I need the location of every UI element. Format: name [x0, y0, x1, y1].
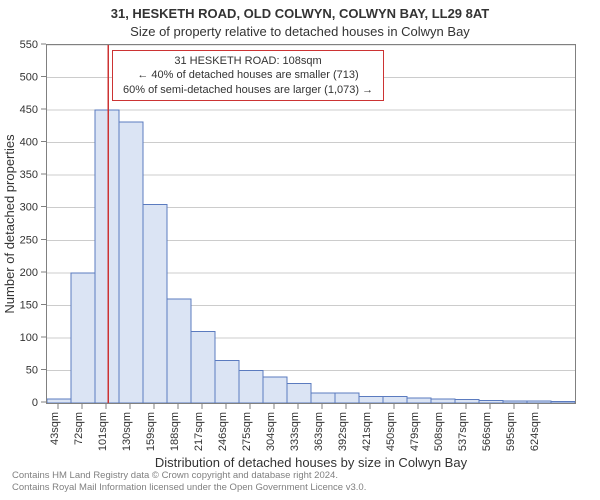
histogram-bar: [431, 399, 455, 403]
footer-line2: Contains Royal Mail Information licensed…: [12, 482, 366, 494]
x-tick-label: 188sqm: [169, 412, 181, 451]
y-tick-label: 250: [20, 234, 38, 246]
x-tick-label: 130sqm: [121, 412, 133, 451]
y-ticks: 050100150200250300350400450500550: [0, 34, 46, 414]
histogram-bar: [287, 383, 311, 403]
x-tick-label: 421sqm: [361, 412, 373, 451]
histogram-bar: [311, 393, 335, 403]
x-tick-label: 624sqm: [529, 412, 541, 451]
histogram-bar: [95, 110, 119, 403]
x-tick-label: 479sqm: [409, 412, 421, 451]
histogram-bar: [215, 361, 239, 403]
histogram-bar: [167, 299, 191, 403]
footer-line1: Contains HM Land Registry data © Crown c…: [12, 470, 366, 482]
x-tick-label: 392sqm: [337, 412, 349, 451]
x-tick-label: 450sqm: [385, 412, 397, 451]
annotation-box: 31 HESKETH ROAD: 108sqm ← 40% of detache…: [112, 50, 384, 101]
y-tick-label: 300: [20, 202, 38, 214]
histogram-bar: [191, 331, 215, 403]
histogram-bar: [47, 399, 71, 403]
x-tick-label: 275sqm: [241, 412, 253, 451]
histogram-bar: [503, 401, 527, 403]
annotation-line3: 60% of semi-detached houses are larger (…: [123, 83, 373, 97]
histogram-bar: [551, 402, 575, 403]
x-tick-label: 304sqm: [265, 412, 277, 451]
x-tick-label: 363sqm: [313, 412, 325, 451]
x-tick-label: 159sqm: [145, 412, 157, 451]
histogram-bar: [71, 273, 95, 403]
histogram-bar: [239, 370, 263, 403]
histogram-bar: [359, 396, 383, 403]
x-tick-label: 72sqm: [73, 412, 85, 445]
histogram-bar: [143, 204, 167, 403]
histogram-bar: [527, 401, 551, 403]
y-tick-label: 200: [20, 267, 38, 279]
histogram-bars: [47, 110, 575, 403]
annotation-line1: 31 HESKETH ROAD: 108sqm: [123, 54, 373, 68]
x-tick-label: 246sqm: [217, 412, 229, 451]
footer: Contains HM Land Registry data © Crown c…: [12, 470, 366, 494]
y-tick-label: 150: [20, 299, 38, 311]
y-tick-label: 50: [26, 364, 38, 376]
x-tick-label: 333sqm: [289, 412, 301, 451]
x-tick-label: 43sqm: [49, 412, 61, 445]
y-tick-label: 500: [20, 72, 38, 84]
y-tick-label: 400: [20, 137, 38, 149]
histogram-bar: [455, 400, 479, 403]
x-tick-label: 508sqm: [433, 412, 445, 451]
x-axis-label: Distribution of detached houses by size …: [46, 455, 576, 470]
annotation-line2: ← 40% of detached houses are smaller (71…: [123, 68, 373, 82]
y-tick-label: 350: [20, 169, 38, 181]
y-tick-label: 550: [20, 39, 38, 51]
x-tick-label: 537sqm: [457, 412, 469, 451]
histogram-bar: [263, 377, 287, 403]
chart-container: 31, HESKETH ROAD, OLD COLWYN, COLWYN BAY…: [0, 0, 600, 500]
histogram-bar: [383, 396, 407, 403]
x-tick-label: 217sqm: [193, 412, 205, 451]
y-tick-label: 450: [20, 104, 38, 116]
histogram-bar: [407, 398, 431, 403]
page-title: 31, HESKETH ROAD, OLD COLWYN, COLWYN BAY…: [0, 0, 600, 22]
x-tick-label: 101sqm: [97, 412, 109, 451]
histogram-bar: [335, 393, 359, 403]
histogram-bar: [119, 122, 143, 403]
page-subtitle: Size of property relative to detached ho…: [0, 22, 600, 39]
x-tick-label: 595sqm: [505, 412, 517, 451]
x-tick-label: 566sqm: [481, 412, 493, 451]
y-tick-label: 100: [20, 332, 38, 344]
histogram-bar: [479, 400, 503, 403]
